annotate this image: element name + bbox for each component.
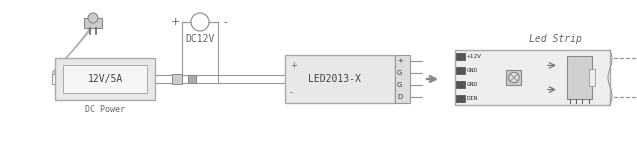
Bar	[395, 55, 410, 103]
Text: GND: GND	[467, 68, 478, 73]
Text: G: G	[397, 70, 403, 76]
Bar	[455, 50, 610, 105]
Circle shape	[191, 13, 209, 31]
Text: DC Power: DC Power	[85, 105, 125, 114]
Bar	[456, 53, 465, 60]
Bar	[566, 56, 592, 99]
Text: +: +	[397, 58, 403, 64]
Text: 12V/5A: 12V/5A	[87, 74, 123, 84]
Text: +12V: +12V	[467, 54, 482, 59]
Bar	[55, 58, 155, 100]
Bar	[456, 95, 465, 102]
Text: LED2013-X: LED2013-X	[308, 74, 361, 84]
Bar	[172, 74, 182, 84]
Circle shape	[88, 13, 98, 23]
Text: +: +	[290, 61, 297, 70]
Text: -: -	[290, 88, 293, 97]
Text: DIN: DIN	[467, 96, 478, 101]
Bar	[285, 55, 395, 103]
Bar	[188, 75, 196, 83]
Bar	[589, 69, 594, 86]
Text: +: +	[170, 17, 180, 27]
Bar	[456, 67, 465, 74]
Text: G: G	[397, 82, 403, 88]
Bar	[84, 18, 102, 28]
Bar	[456, 81, 465, 88]
Text: -: -	[223, 17, 227, 27]
Text: GND: GND	[467, 82, 478, 87]
Circle shape	[509, 72, 519, 83]
Text: D: D	[397, 94, 402, 100]
Bar	[63, 65, 147, 93]
Bar	[506, 70, 522, 85]
Text: DC12V: DC12V	[185, 34, 215, 44]
Text: Led Strip: Led Strip	[529, 34, 582, 44]
